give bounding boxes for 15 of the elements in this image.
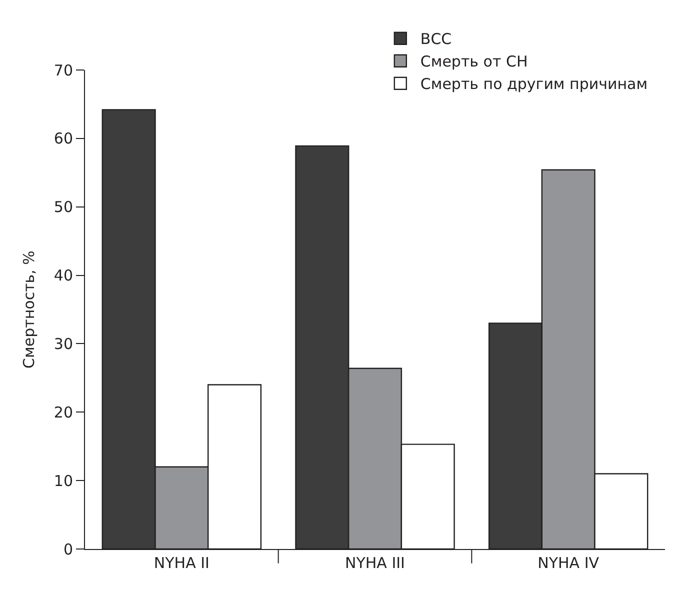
legend-label: ВСС: [420, 30, 452, 48]
y-tick-label: 10: [54, 472, 73, 490]
legend-label: Смерть от СН: [420, 52, 528, 71]
y-tick-label: 50: [54, 198, 73, 216]
y-axis-title: Смертность, %: [20, 250, 38, 368]
x-tick-label: NYHA II: [154, 554, 210, 572]
y-tick-label: 60: [54, 130, 73, 148]
y-tick-label: 0: [63, 540, 73, 558]
y-tick-label: 70: [54, 61, 73, 80]
x-tick-label: NYHA IV: [538, 554, 600, 572]
x-tick-label: NYHA III: [345, 554, 405, 572]
legend-label: Смерть по другим причинам: [420, 75, 648, 94]
y-tick-label: 40: [54, 266, 73, 285]
y-tick-label: 30: [54, 334, 73, 353]
y-tick-label: 20: [54, 403, 73, 422]
